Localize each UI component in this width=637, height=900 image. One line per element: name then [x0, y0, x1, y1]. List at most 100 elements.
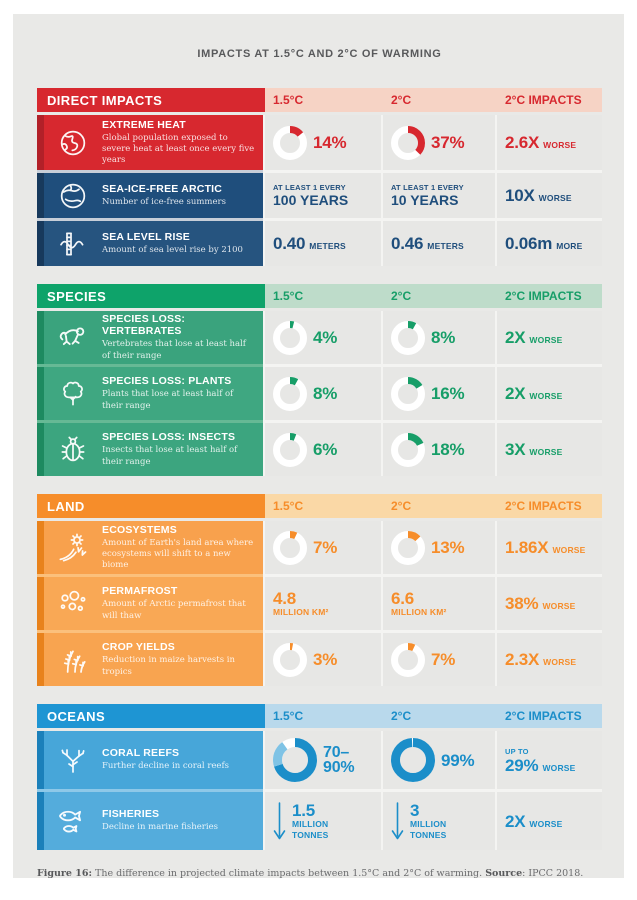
row-accent-bar — [37, 173, 44, 218]
table-row-plants: SPECIES LOSS: PLANTS Plants that lose at… — [37, 367, 602, 420]
value-cell-impacts: 2X WORSE — [497, 311, 602, 364]
row-label: SEA LEVEL RISE Amount of sea level rise … — [44, 221, 263, 266]
value-text: 37% — [431, 133, 465, 152]
donut-chart — [391, 376, 425, 411]
value-cell-2c: 6.6 MILLION KM² — [383, 577, 495, 630]
row-label: PERMAFROST Amount of Arctic permafrost t… — [44, 577, 263, 630]
row-title: ECOSYSTEMS — [102, 523, 177, 536]
value-text: 18% — [431, 440, 465, 459]
row-accent-bar — [37, 521, 44, 574]
monkey-icon — [44, 321, 102, 355]
row-title: EXTREME HEAT — [102, 118, 186, 131]
figure-caption: Figure 16: The difference in projected c… — [37, 868, 602, 879]
value-cell-impacts: 2.3X WORSE — [497, 633, 602, 686]
row-label: ECOSYSTEMS Amount of Earth's land area w… — [44, 521, 263, 574]
donut-chart — [391, 738, 435, 782]
page-title: IMPACTS AT 1.5°C AND 2°C OF WARMING — [197, 48, 442, 60]
row-accent-bar — [37, 367, 44, 420]
value-cell-2c: 8% — [383, 311, 495, 364]
column-headers: 1.5°C 2°C 2°C IMPACTS — [265, 704, 602, 728]
value-unit: WORSE — [543, 140, 577, 150]
value-qualifier: AT LEAST 1 EVERY — [273, 183, 346, 193]
row-description: Number of ice-free summers — [102, 196, 226, 207]
row-label: SPECIES LOSS: VERTEBRATES Vertebrates th… — [44, 311, 263, 364]
value-cell-2c: AT LEAST 1 EVERY 10 YEARS — [383, 173, 495, 218]
value-cell-impacts: 2X WORSE — [497, 792, 602, 850]
row-title: SEA-ICE-FREE ARCTIC — [102, 182, 223, 195]
section-title: SPECIES — [37, 284, 265, 308]
value-text: 1.86X — [505, 538, 549, 557]
tree-icon — [44, 378, 102, 410]
infographic-panel: IMPACTS AT 1.5°C AND 2°C OF WARMING DIRE… — [13, 14, 624, 879]
value-unit: WORSE — [542, 601, 576, 611]
value-cell-2c: 18% — [383, 423, 495, 476]
row-title: CROP YIELDS — [102, 641, 175, 654]
value-cell-1-5c: 70– 90% — [265, 731, 381, 789]
section-rows: EXTREME HEAT Global population exposed t… — [37, 115, 602, 266]
source-text: : IPCC 2018. — [522, 868, 584, 879]
wheat-icon — [44, 644, 102, 676]
row-title: SEA LEVEL RISE — [102, 230, 190, 243]
row-label: SPECIES LOSS: INSECTS Insects that lose … — [44, 423, 263, 476]
row-description: Plants that lose at least half of their … — [102, 389, 234, 411]
beetle-icon — [44, 434, 102, 466]
value-cell-impacts: 2X WORSE — [497, 367, 602, 420]
value-cell-impacts: 10X WORSE — [497, 173, 602, 218]
value-cell-1-5c: 8% — [265, 367, 381, 420]
column-headers: 1.5°C 2°C 2°C IMPACTS — [265, 284, 602, 308]
value-qualifier: UP TO — [505, 746, 529, 756]
row-label: EXTREME HEAT Global population exposed t… — [44, 115, 263, 170]
row-description: Amount of Arctic permafrost that will th… — [102, 599, 246, 621]
donut-chart — [273, 125, 307, 160]
value-text: 100 YEARS — [273, 192, 349, 209]
donut-chart — [391, 125, 425, 160]
value-cell-2c: 13% — [383, 521, 495, 574]
value-text: 70– — [323, 743, 350, 761]
donut-chart — [273, 320, 307, 355]
value-text: 2.6X — [505, 133, 540, 152]
donut-chart — [273, 530, 307, 565]
value-text: 4.8 — [273, 588, 297, 608]
value-unit: WORSE — [529, 447, 563, 457]
row-label: SPECIES LOSS: PLANTS Plants that lose at… — [44, 367, 263, 420]
row-accent-bar — [37, 423, 44, 476]
value-unit: WORSE — [529, 335, 563, 345]
row-accent-bar — [37, 311, 44, 364]
value-text: 3 — [410, 800, 420, 820]
value-cell-2c: 3 MILLION TONNES — [383, 792, 495, 850]
row-accent-bar — [37, 792, 44, 850]
down-arrow-icon — [273, 800, 286, 842]
value-unit: MILLION KM² — [391, 606, 447, 617]
row-description: Amount of sea level rise by 2100 — [102, 244, 243, 255]
donut-chart — [391, 432, 425, 467]
row-accent-bar — [37, 731, 44, 789]
column-header-1-5c: 1.5°C — [273, 289, 304, 303]
figure-text: The difference in projected climate impa… — [92, 868, 486, 879]
row-title: FISHERIES — [102, 808, 160, 821]
value-text: 16% — [431, 384, 465, 403]
value-cell-impacts: 1.86X WORSE — [497, 521, 602, 574]
row-description: Insects that lose at least half of their… — [102, 445, 238, 467]
section-rows: CORAL REEFS Further decline in coral ree… — [37, 731, 602, 850]
row-description: Further decline in coral reefs — [102, 761, 229, 772]
value-unit: WORSE — [543, 657, 577, 667]
value-unit: TONNES — [292, 829, 329, 840]
value-text: 2.3X — [505, 650, 540, 669]
value-text: 3% — [313, 650, 338, 669]
donut-chart — [273, 642, 307, 677]
value-cell-1-5c: 4% — [265, 311, 381, 364]
value-text: 99% — [441, 750, 475, 770]
column-headers: 1.5°C 2°C 2°C IMPACTS — [265, 494, 602, 518]
value-text: 90% — [323, 759, 355, 776]
donut-chart — [391, 530, 425, 565]
value-unit: METERS — [309, 241, 346, 251]
value-cell-1-5c: 6% — [265, 423, 381, 476]
value-text: 6.6 — [391, 588, 415, 608]
figure-label: Figure 16: — [37, 868, 92, 879]
donut-chart — [273, 376, 307, 411]
value-cell-impacts: 38% WORSE — [497, 577, 602, 630]
table-row-insects: SPECIES LOSS: INSECTS Insects that lose … — [37, 423, 602, 476]
donut-chart — [273, 432, 307, 467]
value-cell-1-5c: 4.8 MILLION KM² — [265, 577, 381, 630]
section-direct-impacts: DIRECT IMPACTS 1.5°C 2°C 2°C IMPACTS E — [37, 88, 602, 266]
